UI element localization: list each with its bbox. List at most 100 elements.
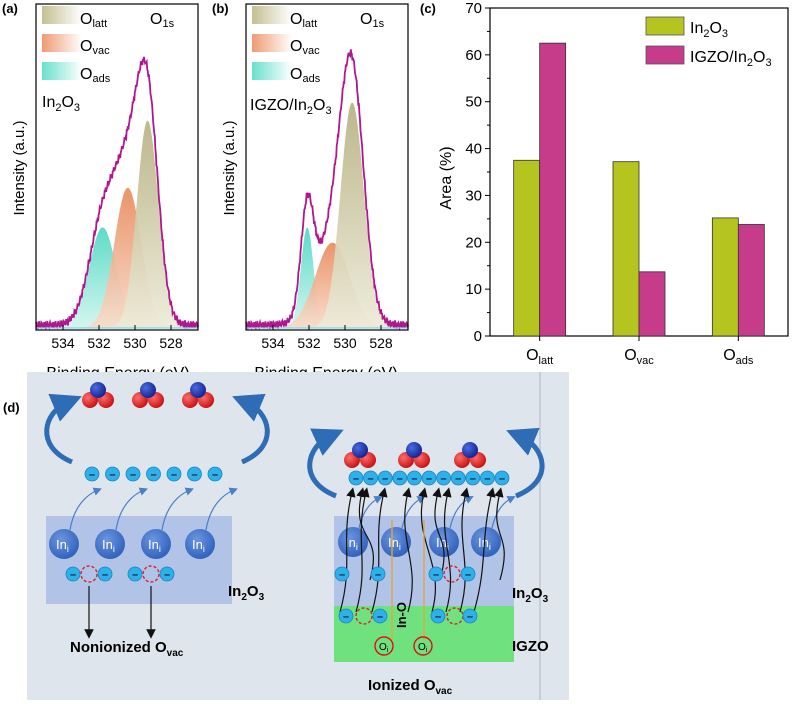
y-tick-label: 30	[465, 187, 482, 204]
bar-chart: 0 10 20 30 40 50 60 70 Olatt Ovac Oads	[465, 0, 789, 367]
electron-release-arrow	[69, 487, 102, 531]
x-tick-label-b: 528	[369, 335, 393, 351]
igzo-label: IGZO	[512, 638, 549, 655]
component-o-latt-a	[104, 120, 191, 328]
o2-molecule	[182, 382, 214, 408]
in2o3-label-right: In2O3	[512, 585, 549, 605]
legend-a: Olatt Ovac Oads	[42, 6, 111, 85]
surface-electron: –	[465, 470, 481, 486]
y-tick-label: 0	[474, 328, 482, 345]
ionization-path	[356, 487, 375, 581]
in-o-label: In-O	[394, 602, 409, 628]
electron-dot	[436, 470, 452, 486]
legend-a-latt-label: Olatt	[80, 11, 107, 30]
y-tick-label: 70	[465, 0, 482, 17]
electron-sign: –	[164, 569, 170, 581]
schematic-left: – – – – – – – Ini Ini Ini Ini – – – – In2O3 Nonionize…	[44, 382, 270, 659]
electron-sign: –	[212, 469, 218, 481]
ini-ion-label: Ini	[345, 535, 358, 552]
surface-electron: –	[105, 466, 120, 482]
electron-dot	[146, 466, 161, 482]
ini-ion: Ini	[49, 529, 79, 559]
legend-a-vac-swatch	[42, 34, 82, 52]
trapped-electron: –	[370, 566, 386, 582]
surface-electron: –	[494, 470, 510, 486]
ini-ions-right: Ini Ini Ini Ini– – – –– – – –	[334, 487, 516, 625]
bar-in2o3-latt	[513, 159, 541, 337]
ini-ion-circle	[49, 529, 79, 559]
electron-release-arrow	[161, 487, 194, 531]
ini-ion-label: Ini	[148, 537, 161, 554]
surface-electron: –	[207, 466, 223, 482]
ionization-path	[473, 487, 496, 613]
ini-ion-label: Ini	[56, 537, 69, 554]
electron-dot	[465, 470, 481, 486]
trapped-electron: –	[460, 566, 476, 582]
ini-ion: Ini	[471, 527, 501, 557]
xps-plot-b: 534 532 530 528	[245, 49, 409, 351]
ini-ion-circle	[95, 529, 125, 559]
x-tick-label-b: 530	[333, 335, 357, 351]
ini-ion: Ini	[381, 527, 411, 557]
ini-ion-label: Ini	[388, 535, 401, 552]
bar-in2o3-ads	[711, 217, 739, 337]
bar-igzo-in2o3-vac	[638, 271, 666, 337]
ini-ion: Ini	[338, 527, 368, 557]
surface-electron: –	[392, 470, 408, 486]
oxygen-vacancy	[80, 565, 98, 583]
electron-sign: –	[375, 569, 381, 581]
electron-dot	[421, 470, 437, 486]
electron-dot	[125, 466, 141, 482]
component-o-ads-a	[48, 227, 157, 328]
panel-b: (b) 534 532 530 528 Olatt Ovac Oads O1s IGZ…	[212, 1, 409, 382]
x-tick-label-vac: Ovac	[624, 347, 654, 367]
x-tick-label-a: 528	[159, 335, 183, 351]
electron-sign: –	[465, 569, 471, 581]
trapped-electron: –	[372, 608, 388, 624]
electron-sign: –	[353, 473, 359, 485]
component-o-latt-b	[305, 102, 399, 328]
y-tick-label: 50	[465, 94, 482, 111]
legend-b-latt-label: Olatt	[290, 11, 317, 30]
ionized-caption: Ionized Ovac	[368, 677, 453, 697]
ionization-path	[494, 487, 505, 581]
electron-sign: –	[484, 473, 490, 485]
ini-ion-circle	[429, 527, 459, 557]
electron-sign: –	[70, 569, 76, 581]
electron-transfer-arrow-right	[232, 393, 270, 465]
trapped-electron: –	[97, 566, 113, 582]
legend-a-latt-swatch	[42, 6, 82, 24]
electron-dot	[494, 470, 510, 486]
electron-dot	[462, 608, 478, 624]
electron-dot	[84, 466, 100, 482]
electron-dot	[97, 566, 113, 582]
electron-sign: –	[171, 469, 177, 481]
electron-dot	[105, 466, 120, 482]
electron-dot	[406, 470, 422, 486]
legend-b-ads-label: Oads	[290, 66, 321, 85]
surface-electron: –	[125, 466, 141, 482]
surface-electron: –	[436, 470, 452, 486]
ini-ion-circle	[185, 529, 215, 559]
ini-ion-label: Ini	[102, 537, 115, 554]
component-o-ads-b	[282, 227, 333, 328]
schematic-right: – – – – – – – – – – – Ini Ini Ini Ini– – – –– – – – In-O Oi…	[307, 427, 549, 697]
ionization-path	[371, 487, 388, 613]
electron-sign: –	[435, 611, 441, 623]
xps-plot-a: 534 532 530 528	[35, 56, 199, 351]
electron-sign: –	[343, 611, 349, 623]
electron-dot	[392, 470, 408, 486]
ini-ions-left: Ini Ini Ini Ini – – – –	[49, 487, 238, 583]
ionization-path	[442, 487, 452, 613]
legend-b-latt-swatch	[252, 6, 292, 24]
electron-release-arrow	[491, 496, 516, 529]
electron-sign: –	[377, 611, 383, 623]
surface-electron: –	[406, 470, 422, 486]
electron-dot	[338, 608, 354, 624]
plot-b-frame	[245, 3, 409, 331]
surface-electron: –	[421, 470, 437, 486]
electron-transfer-arrow-left	[44, 393, 82, 465]
y-axis-label-b: Intensity (a.u.)	[221, 120, 238, 215]
trapped-electron: –	[462, 608, 478, 624]
ini-ion-label: Ini	[478, 535, 491, 552]
